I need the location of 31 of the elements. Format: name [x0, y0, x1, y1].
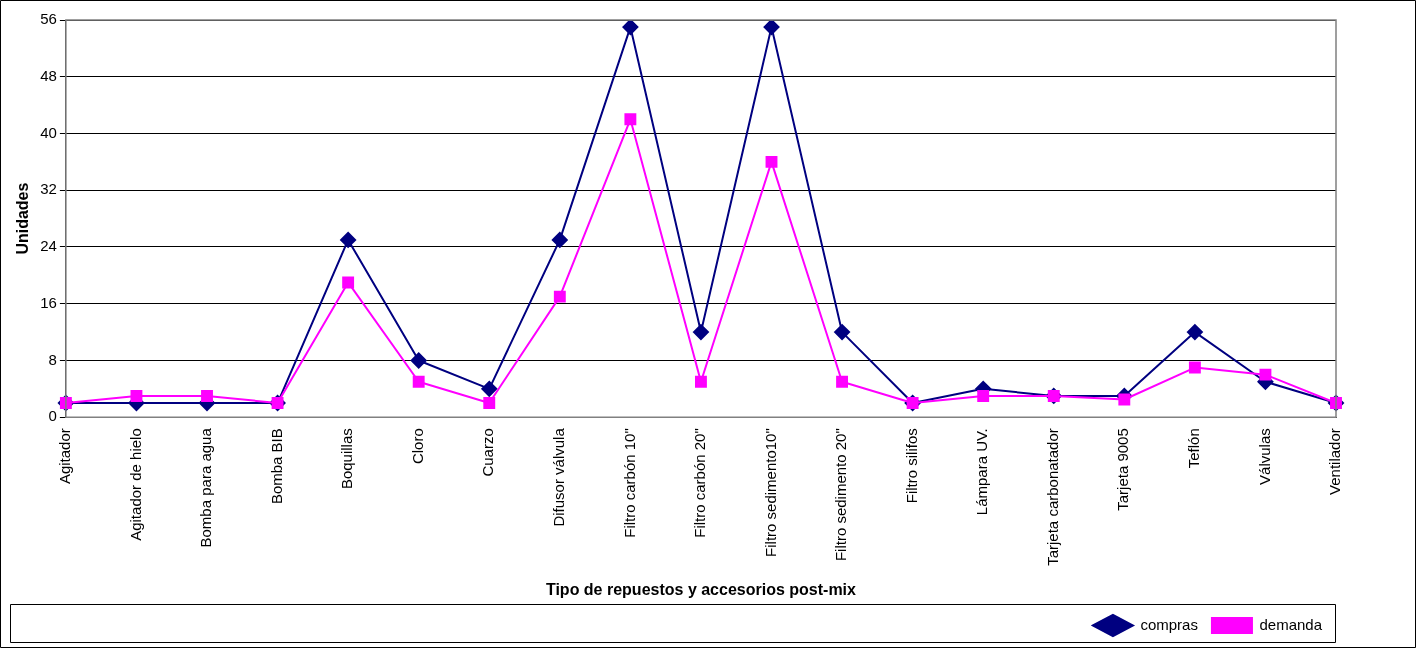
- y-tick-label: 8: [48, 350, 57, 368]
- y-tick-label: 24: [40, 237, 57, 255]
- x-tick-label: Boquillas: [338, 428, 356, 490]
- x-tick-label: Filtro sedimento10": [761, 428, 779, 557]
- x-tick-label: Filtro carbón 20": [691, 428, 709, 538]
- y-tick-label: 32: [40, 180, 57, 198]
- x-tick-label: Lámpara UV.: [973, 428, 991, 516]
- y-tick-label: 40: [40, 123, 57, 141]
- x-tick-label: Agitador de hielo: [126, 428, 144, 541]
- x-tick-label: Cloro: [408, 428, 426, 465]
- x-tick-label: Filtro silifos: [902, 428, 920, 504]
- x-tick-label: Filtro sedimento 20": [832, 428, 850, 562]
- x-tick-label: Ventilador: [1326, 428, 1344, 495]
- y-tick-label: 0: [48, 407, 57, 425]
- x-tick-label: Teflón: [1185, 428, 1203, 469]
- y-tick-label: 56: [40, 10, 57, 28]
- x-tick-label: Bomba BIB: [267, 428, 285, 505]
- x-axis-title: Tipo de repuestos y accesorios post-mix: [545, 580, 857, 598]
- x-tick-label: Válvulas: [1255, 428, 1273, 485]
- x-tick-label: Cuarzo: [479, 428, 497, 477]
- x-tick-label: Tarjeta 9005: [1114, 428, 1132, 511]
- x-tick-label: Tarjeta carbonatador: [1043, 428, 1061, 566]
- legend-label: demanda: [1259, 615, 1323, 633]
- y-tick-label: 16: [40, 293, 57, 311]
- y-tick-label: 48: [40, 66, 57, 84]
- y-axis-title: Unidades: [14, 182, 32, 255]
- legend-label: compras: [1140, 615, 1198, 633]
- x-tick-label: Agitador: [56, 428, 74, 485]
- x-tick-label: Bomba para agua: [197, 427, 215, 548]
- x-tick-label: Filtro carbón 10": [620, 428, 638, 538]
- x-tick-label: Difusor válvula: [549, 427, 567, 527]
